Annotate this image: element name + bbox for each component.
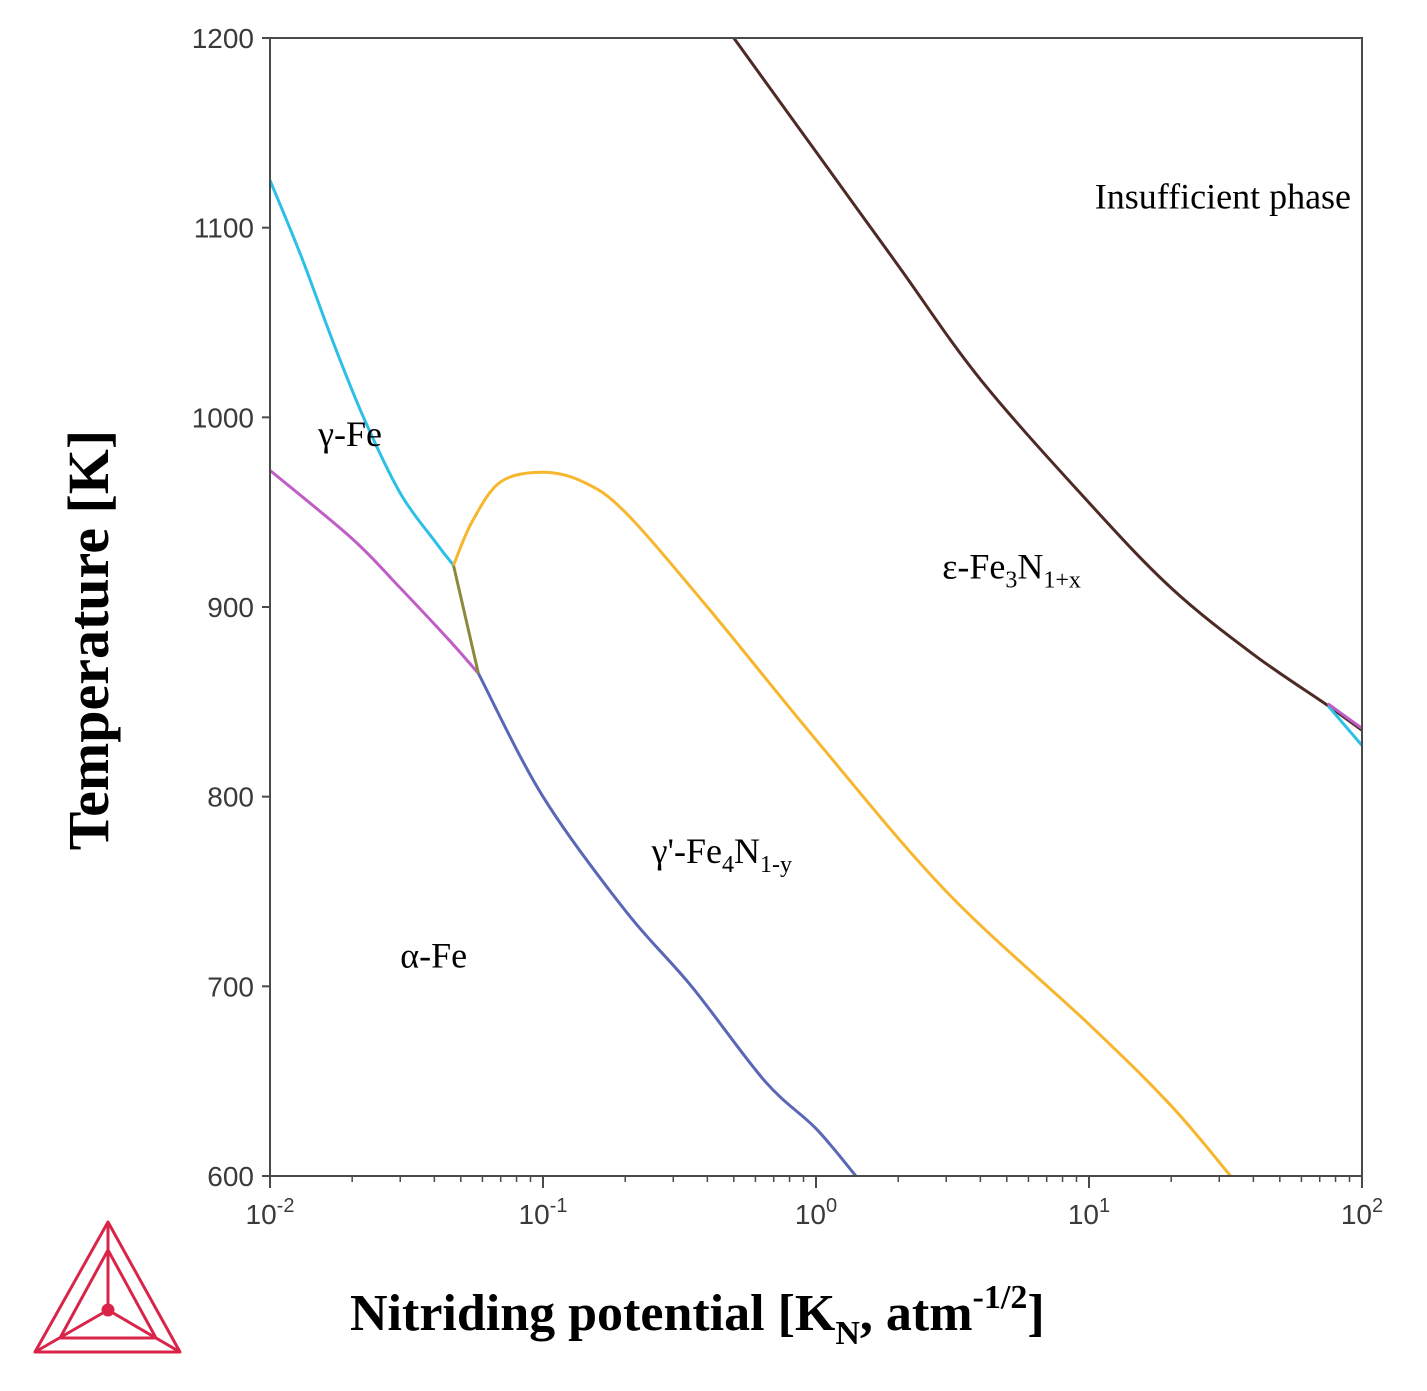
x-tick-label: 102 bbox=[1341, 1195, 1383, 1230]
phase-boundary-0 bbox=[268, 179, 455, 567]
y-tick-label: 800 bbox=[207, 782, 254, 813]
x-tick-label: 101 bbox=[1068, 1195, 1110, 1230]
y-tick-label: 700 bbox=[207, 971, 254, 1002]
x-tick-label: 100 bbox=[795, 1195, 837, 1230]
phase-boundary-1 bbox=[269, 469, 480, 675]
y-tick-label: 1100 bbox=[194, 213, 254, 244]
x-axis-title: Nitriding potential [KN, atm-1/2] bbox=[350, 1279, 1045, 1352]
region-label: γ'-Fe4N1-y bbox=[651, 831, 792, 878]
phase-boundary-7 bbox=[1327, 702, 1363, 730]
x-tick-label: 10-2 bbox=[246, 1195, 295, 1230]
region-label: ε-Fe3N1+x bbox=[942, 547, 1081, 594]
phase-boundary-3 bbox=[477, 672, 858, 1177]
region-label: α-Fe bbox=[400, 935, 467, 975]
plot-series bbox=[268, 37, 1364, 1177]
y-tick-label: 1000 bbox=[192, 402, 254, 433]
y-tick-label: 600 bbox=[207, 1161, 254, 1192]
y-axis-title: Temperature [K] bbox=[56, 430, 121, 850]
x-axis-ticks: 10-2 10-1 100 101 102 bbox=[246, 1176, 1383, 1230]
y-tick-label: 1200 bbox=[192, 23, 254, 54]
phase-boundary-4 bbox=[452, 470, 1232, 1177]
region-label: Insufficient phase bbox=[1095, 177, 1351, 217]
y-axis-ticks: 600 700 800 900 1000 1100 1200 bbox=[192, 23, 270, 1192]
x-tick-label: 10-1 bbox=[519, 1195, 568, 1230]
thermo-calc-logo bbox=[33, 1220, 182, 1354]
y-tick-label: 900 bbox=[207, 592, 254, 623]
phase-boundary-5 bbox=[732, 37, 1363, 732]
phase-boundary-2 bbox=[452, 564, 480, 674]
phase-boundary-6 bbox=[1326, 704, 1364, 747]
region-label: γ-Fe bbox=[317, 414, 382, 454]
region-labels: γ-Fe α-Fe γ'-Fe4N1-y ε-Fe3N1+x Insufficient … bbox=[317, 177, 1351, 976]
